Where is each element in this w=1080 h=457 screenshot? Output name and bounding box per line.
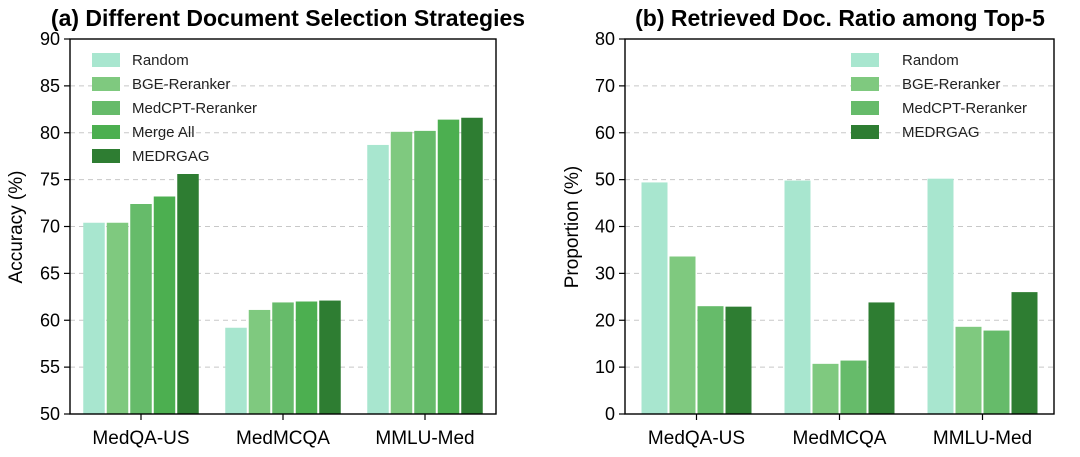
- legend-swatch: [851, 77, 879, 91]
- y-tick-label: 20: [595, 310, 615, 330]
- x-tick-label: MMLU-Med: [933, 428, 1032, 449]
- y-axis-label-b: Proportion (%): [562, 166, 583, 289]
- bar-medrgag-mmlu-med: [1011, 292, 1038, 414]
- bar-bge-reranker-mmlu-med: [390, 131, 413, 414]
- y-tick-label: 90: [40, 29, 60, 49]
- y-tick-label: 60: [40, 310, 60, 330]
- y-tick-label: 40: [595, 217, 615, 237]
- chart-title-a: (a) Different Document Selection Strateg…: [51, 5, 525, 31]
- y-tick-label: 65: [40, 263, 60, 283]
- bar-medrgag-medmcqa: [319, 300, 341, 414]
- axes-b: 0 10 20 30 40 50 60 70 80 MedQA-US MedMCQA MMLU-Med: [595, 29, 1055, 449]
- legend-swatch: [92, 77, 120, 91]
- bar-medcpt-reranker-medqa-us: [697, 306, 724, 414]
- legend-swatch: [851, 53, 879, 67]
- y-tick-label: 75: [40, 170, 60, 190]
- bar-random-mmlu-med: [367, 144, 389, 414]
- bar-merge-all-mmlu-med: [437, 119, 460, 414]
- y-tick-label: 80: [595, 29, 615, 49]
- y-tick-label: 60: [595, 123, 615, 143]
- bar-bge-reranker-medmcqa: [248, 309, 271, 414]
- legend-entry: MedCPT-Reranker: [902, 100, 1027, 117]
- legend-swatch: [851, 101, 879, 115]
- legend-entry: Random: [902, 52, 959, 69]
- x-tick-label: MedQA-US: [92, 428, 189, 449]
- legend-entry: BGE-Reranker: [132, 76, 230, 93]
- bar-medcpt-reranker-medmcqa: [272, 302, 294, 414]
- legend-entry: MEDRGAG: [902, 124, 980, 141]
- legend-a: Random BGE-Reranker MedCPT-Reranker Merge A…: [92, 52, 257, 165]
- bar-random-medmcqa: [784, 180, 811, 414]
- bar-medcpt-reranker-medqa-us: [130, 204, 152, 414]
- y-tick-label: 50: [40, 404, 60, 424]
- bar-random-medqa-us: [641, 182, 668, 414]
- chart-title-b: (b) Retrieved Doc. Ratio among Top-5: [635, 5, 1045, 31]
- y-tick-label: 10: [595, 357, 615, 377]
- bar-bge-reranker-medmcqa: [812, 363, 839, 414]
- bar-random-mmlu-med: [927, 178, 954, 414]
- y-tick-label: 30: [595, 263, 615, 283]
- y-tick-label: 80: [40, 123, 60, 143]
- bar-medrgag-medmcqa: [868, 302, 895, 414]
- x-tick-label: MedMCQA: [793, 428, 887, 449]
- plot-frame: [69, 38, 497, 415]
- legend-swatch: [92, 53, 120, 67]
- bars-a: [83, 117, 483, 414]
- bar-bge-reranker-medqa-us: [106, 222, 129, 414]
- bar-random-medmcqa: [225, 327, 247, 414]
- legend-entry: MedCPT-Reranker: [132, 100, 257, 117]
- panel-accuracy: (a) Different Document Selection Strateg…: [6, 5, 525, 449]
- bar-bge-reranker-mmlu-med: [955, 326, 982, 414]
- y-tick-label: 70: [595, 76, 615, 96]
- legend-entry: Random: [132, 52, 189, 69]
- y-tick-label: 85: [40, 76, 60, 96]
- bar-medrgag-mmlu-med: [461, 117, 483, 414]
- legend-entry: BGE-Reranker: [902, 76, 1000, 93]
- plot-frame: [624, 38, 1055, 415]
- x-tick-label: MedMCQA: [236, 428, 330, 449]
- y-tick-label: 0: [605, 404, 615, 424]
- legend-swatch: [851, 125, 879, 139]
- y-tick-label: 55: [40, 357, 60, 377]
- y-axis-label-a: Accuracy (%): [6, 171, 27, 284]
- bar-random-medqa-us: [83, 222, 105, 414]
- bars-b: [641, 178, 1038, 414]
- bar-medrgag-medqa-us: [725, 306, 752, 414]
- axes-a: 50 55 60 65 70 75 80 85 90 MedQA-US MedMCQA MMLU-Me…: [40, 29, 497, 449]
- legend-entry: MEDRGAG: [132, 148, 210, 165]
- bar-merge-all-medmcqa: [295, 301, 318, 414]
- legend-swatch: [92, 125, 120, 139]
- bar-merge-all-medqa-us: [153, 196, 176, 414]
- x-tick-label: MedQA-US: [648, 428, 745, 449]
- legend-b: Random BGE-Reranker MedCPT-Reranker MEDRGAG: [851, 52, 1027, 141]
- legend-swatch: [92, 101, 120, 115]
- x-tick-label: MMLU-Med: [375, 428, 474, 449]
- panel-proportion: (b) Retrieved Doc. Ratio among Top-5 Pro…: [562, 5, 1055, 449]
- bar-medcpt-reranker-medmcqa: [840, 360, 867, 414]
- y-tick-label: 50: [595, 170, 615, 190]
- legend-swatch: [92, 149, 120, 163]
- bar-medrgag-medqa-us: [177, 174, 199, 414]
- bar-bge-reranker-medqa-us: [669, 256, 696, 414]
- y-tick-label: 70: [40, 217, 60, 237]
- bar-medcpt-reranker-mmlu-med: [983, 330, 1010, 414]
- bar-medcpt-reranker-mmlu-med: [414, 130, 436, 414]
- legend-entry: Merge All: [132, 124, 195, 141]
